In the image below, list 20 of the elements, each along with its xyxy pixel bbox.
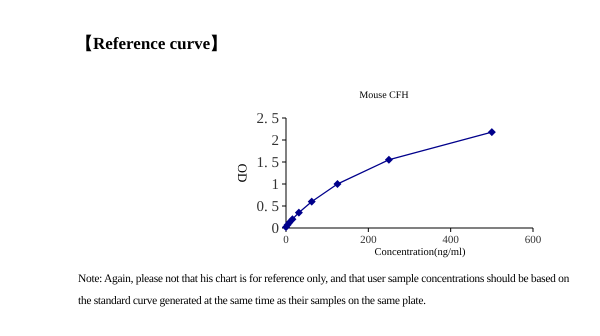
y-tick-label: 1 bbox=[272, 177, 279, 193]
point bbox=[384, 156, 393, 164]
point bbox=[294, 208, 303, 217]
point bbox=[288, 215, 296, 224]
y-tick-label: 2 bbox=[272, 133, 279, 149]
point bbox=[308, 198, 316, 206]
point bbox=[333, 180, 342, 188]
chart-subtitle: Mouse CFH bbox=[359, 90, 409, 101]
text: Note: Again, please not that his chart is for reference only, and that user sample concentrations should be based on the standard curve generated at the same time as their samples on the same plate. bbox=[78, 273, 570, 307]
x-axis-title: Concentration(ng/ml) bbox=[374, 247, 466, 258]
x-tick-label: 400 bbox=[442, 234, 460, 246]
y-tick-label: 1. 5 bbox=[256, 155, 279, 171]
y-tick-label: 2. 5 bbox=[256, 111, 279, 127]
point bbox=[488, 128, 496, 136]
x-tick-label: 200 bbox=[360, 234, 378, 246]
y-axis-title: OD bbox=[235, 164, 250, 182]
y-tick-label: 0. 5 bbox=[256, 199, 279, 215]
chart-title: 【Reference curve】 bbox=[76, 34, 228, 53]
x-tick-label: 600 bbox=[524, 234, 542, 246]
x-tick-label: 0 bbox=[283, 234, 290, 246]
